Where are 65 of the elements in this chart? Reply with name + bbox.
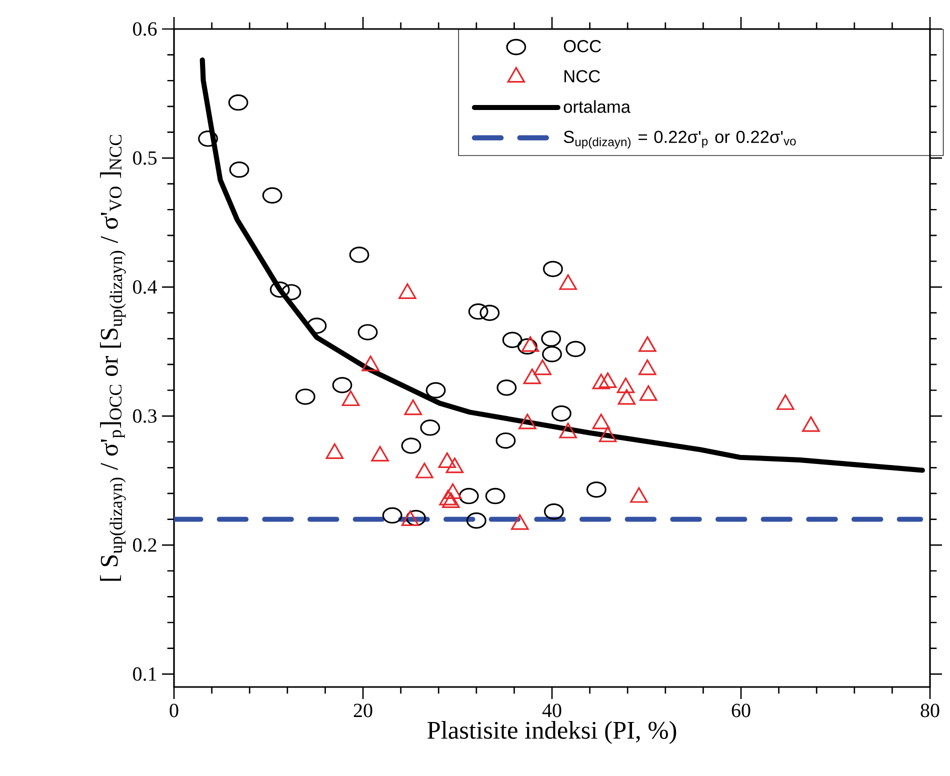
point — [776, 394, 794, 410]
point — [342, 390, 360, 406]
point — [523, 368, 542, 384]
point — [640, 385, 658, 401]
point — [559, 422, 577, 438]
point — [468, 303, 488, 320]
y-tick-label: 0.4 — [133, 280, 157, 294]
point — [444, 483, 462, 499]
point — [262, 187, 282, 204]
legend-label: OCC — [564, 40, 601, 52]
y-tick-label: 0.5 — [133, 151, 157, 165]
point — [638, 359, 656, 376]
x-axis-title: Plastisite indeksi (PI, %) — [427, 721, 676, 744]
point — [592, 374, 610, 390]
point — [638, 336, 656, 352]
point — [349, 246, 370, 263]
point — [517, 338, 538, 355]
point — [228, 94, 248, 111]
point — [371, 446, 389, 462]
point — [446, 458, 464, 474]
point — [802, 416, 820, 432]
point — [442, 492, 460, 508]
point — [326, 443, 344, 459]
point — [306, 318, 327, 334]
point — [281, 284, 302, 300]
x-tick-label: 20 — [354, 704, 372, 718]
point — [480, 304, 500, 321]
point — [198, 130, 218, 147]
legend-label: S$_{up(dizayn)}$ = 0.22σ'$_{p}$ or 0.22σ'$_{vo}$ — [564, 130, 796, 149]
x-tick-label: 60 — [732, 704, 750, 718]
point — [438, 452, 456, 468]
point — [534, 359, 552, 376]
point — [358, 324, 378, 340]
point — [502, 332, 522, 348]
point — [598, 426, 617, 442]
point — [439, 490, 457, 506]
point — [616, 378, 635, 394]
x-tick-label: 0 — [170, 704, 178, 718]
point — [618, 389, 636, 405]
y-tick-label: 0.3 — [133, 409, 157, 423]
point — [229, 162, 250, 178]
point — [592, 414, 610, 430]
point — [332, 376, 352, 394]
point — [542, 346, 562, 362]
y-tick-label: 0.1 — [133, 667, 156, 681]
point — [270, 281, 290, 298]
point — [518, 414, 536, 430]
point — [541, 330, 562, 347]
text: [ S$_{up(dizayn)}$ / σ'$_{p}$]$_{OCC}$ or [S$_{up(dizayn)}$ / σ'$_{VO}$ ]$_{NCC}$ — [100, 135, 126, 581]
legend-label: ortalama — [564, 100, 631, 113]
legend-label: NCC — [564, 70, 600, 82]
point — [404, 399, 422, 416]
point — [542, 260, 563, 278]
point — [566, 340, 586, 358]
point — [362, 356, 380, 372]
x-tick-label: 40 — [542, 704, 562, 718]
y-tick-label: 0.2 — [133, 538, 156, 552]
point — [510, 514, 529, 530]
point — [521, 336, 540, 352]
point — [401, 510, 420, 526]
point — [630, 487, 648, 503]
x-tick-label: 80 — [920, 704, 940, 718]
point — [598, 372, 617, 388]
point — [416, 462, 434, 478]
y-tick-label: 0.6 — [133, 22, 157, 36]
